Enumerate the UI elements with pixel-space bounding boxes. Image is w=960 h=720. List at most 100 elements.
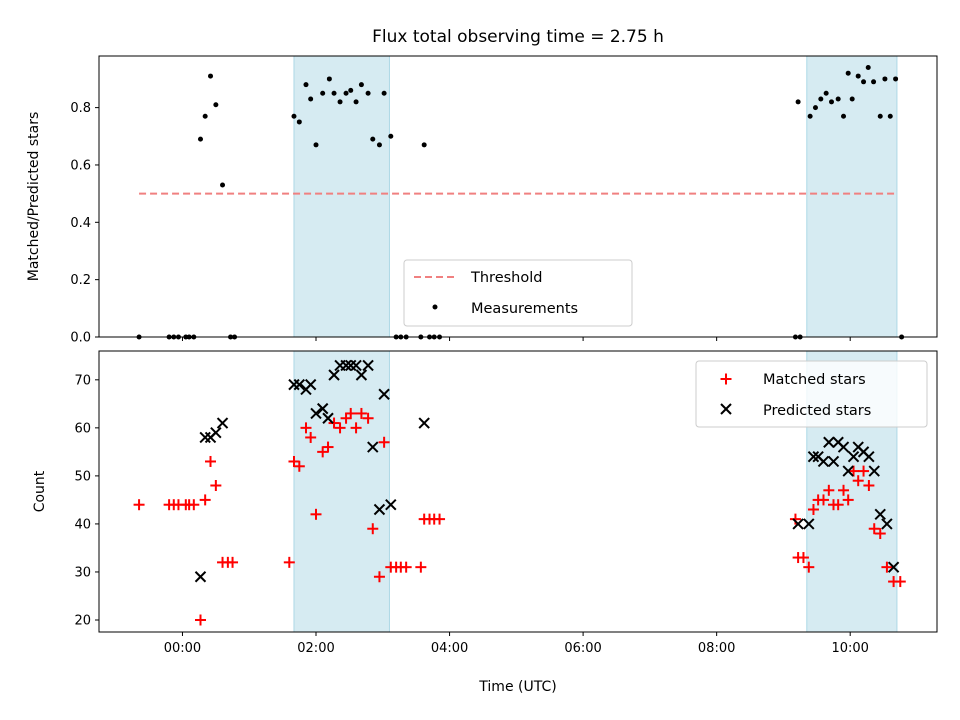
x-tick-label: 08:00 [698,641,735,656]
legend-measurements-label: Measurements [471,301,578,317]
predicted-star-point [362,359,374,372]
predicted-star-point [863,450,875,463]
bottom-y-tick-label: 70 [74,373,91,388]
x-tick-label: 00:00 [164,641,201,656]
matched-star-point [868,523,880,535]
predicted-star-point [210,426,222,439]
matched-star-point [340,412,352,424]
matched-star-point [194,614,206,626]
legend-plus-marker [720,373,732,385]
predicted-star-point [385,499,397,511]
matched-star-point [310,508,322,520]
matched-star-point [300,422,312,434]
bottom-y-tick-label: 60 [74,421,91,436]
predicted-star-point [881,518,893,530]
matched-star-point [305,431,317,443]
predicted-star-point [887,561,900,573]
measurement-point [861,79,867,85]
measurement-point [887,113,893,119]
matched-star-point [227,556,239,568]
x-axis-label: Time (UTC) [478,679,556,695]
measurement-point [871,79,877,85]
measurement-point [197,136,203,142]
measurement-point [877,113,883,119]
measurement-point [376,142,382,148]
matched-star-point [789,513,801,525]
predicted-star-point [842,465,854,477]
predicted-star-point [823,436,835,448]
matched-star-point [852,475,864,487]
top-y-tick-label: 0.0 [70,331,91,346]
matched-star-point [817,494,829,506]
x-tick-label: 06:00 [564,641,601,656]
predicted-star-point [803,518,815,530]
measurement-point [291,113,297,119]
predicted-star-point [304,378,317,391]
top-y-tick-label: 0.6 [70,158,91,173]
measurement-point [828,99,834,105]
matched-star-point [322,441,334,453]
matched-star-point [832,499,844,511]
legend-predicted-label: Predicted stars [763,403,871,419]
matched-star-point [133,499,145,511]
chart-title: Flux total observing time = 2.75 h [372,27,664,47]
predicted-star-point [874,508,886,521]
matched-star-point [367,523,379,535]
measurement-point [882,76,888,82]
legend-threshold-label: Threshold [470,270,542,286]
legend-matched-label: Matched stars [763,372,866,388]
matched-star-point [881,561,893,573]
measurement-point [818,96,824,102]
predicted-star-point [792,518,804,530]
bottom-legend: Matched stars Predicted stars [695,360,928,428]
top-y-tick-label: 0.8 [70,101,91,116]
x-tick-label: 04:00 [431,641,468,656]
measurement-point [845,70,851,76]
legend-measurements-swatch [432,304,438,310]
predicted-star-point [367,441,379,453]
matched-star-point [378,436,390,448]
measurement-point [370,136,376,142]
matched-star-point [807,504,819,516]
matched-star-point [362,412,374,424]
predicted-star-point [418,417,430,429]
measurement-point [337,99,343,105]
top-ticks: 0.0 0.2 0.4 0.6 0.8 [70,101,851,346]
legend-matched-swatch [720,373,732,385]
matched-star-point [283,556,295,568]
top-y-axis-label: Matched/Predicted stars [26,112,42,282]
bottom-y-axis-label: Count [32,470,48,512]
measurement-point [849,96,855,102]
measurement-point [303,82,309,88]
bottom-y-tick-label: 30 [74,565,91,580]
measurement-point [320,90,326,96]
x-tick-label: 10:00 [831,641,868,656]
predicted-star-point [837,441,850,453]
predicted-star-point [350,359,362,372]
bottom-ticks: 20 30 40 50 60 70 00:00 02:00 04:00 06:00 08:00 10:… [74,373,868,656]
top-axes-frame [98,55,938,338]
predicted-star-point [847,450,860,463]
measurement-point [353,99,359,105]
measurement-point [348,87,354,93]
matched-star-point [199,494,211,506]
legend-x-marker [720,403,732,415]
matched-star-point [373,571,385,583]
top-legend-box [403,259,633,327]
predicted-star-point [340,359,352,372]
measurement-point [358,82,364,88]
measurement-point [807,113,813,119]
top-y-tick-label: 0.4 [70,216,91,231]
matched-star-point [328,417,340,429]
measurement-point [381,90,387,96]
measurement-point [855,73,861,79]
measurement-point [308,96,314,102]
legend-predicted-swatch [720,403,732,415]
matched-star-point [863,479,875,491]
matched-star-point [288,455,300,467]
top-legend: Threshold Measurements [403,259,633,327]
top-y-tick-label: 0.2 [70,273,91,288]
bottom-points [133,359,906,626]
matched-star-point [823,484,835,496]
